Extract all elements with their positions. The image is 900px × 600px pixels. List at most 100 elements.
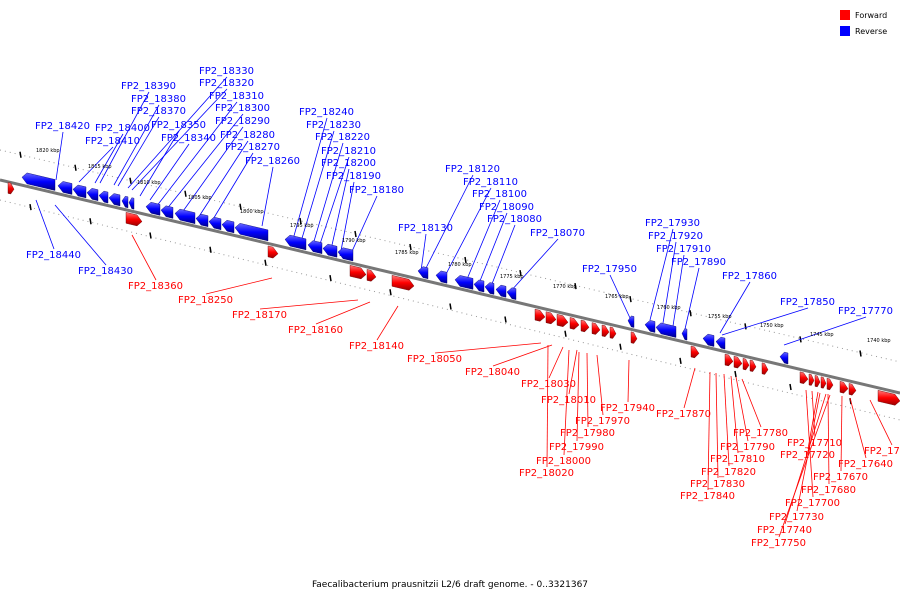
forward-gene-arrow [601, 324, 610, 337]
forward-gene-arrow [826, 377, 834, 391]
label-leader-lines [35, 76, 893, 538]
gene-label: FP2_17810 [710, 454, 765, 465]
leader-line [609, 274, 631, 319]
leader-line [99, 91, 150, 184]
upper-tick [689, 310, 692, 317]
gene-label: FP2_17780 [733, 428, 788, 439]
gene-arrows [7, 172, 900, 406]
kbp-label: 1765 kbp [605, 294, 629, 300]
gene-label: FP2_17910 [656, 244, 711, 255]
kbp-label: 1745 kbp [810, 332, 834, 338]
kbp-label: 1820 kbp [36, 148, 60, 154]
leader-line [420, 233, 427, 272]
leader-line [205, 277, 273, 295]
leader-line [805, 389, 814, 498]
kbp-label: 1815 kbp [88, 164, 112, 170]
forward-gene-arrow [808, 373, 815, 386]
gene-label: FP2_17850 [780, 297, 835, 308]
leader-line [54, 204, 107, 266]
lower-tick [329, 274, 332, 282]
leader-line [423, 174, 474, 273]
reverse-gene-arrow [473, 279, 485, 293]
leader-line [783, 316, 867, 346]
reverse-gene-arrow [221, 219, 235, 234]
leader-line [197, 140, 249, 219]
kbp-label: 1750 kbp [760, 323, 784, 329]
leader-line [684, 267, 700, 330]
gene-label: FP2_18340 [161, 133, 216, 144]
forward-gene-arrow [814, 375, 821, 388]
leader-line [149, 143, 190, 201]
gene-label: FP2_18390 [121, 81, 176, 92]
gene-label: FP2_18370 [131, 106, 186, 117]
gene-label: FP2_18300 [215, 103, 270, 114]
leader-line [444, 187, 492, 277]
leader-line [315, 301, 371, 325]
gene-label: FP2_18100 [472, 189, 527, 200]
gene-label: FP2_17640 [838, 459, 893, 470]
kbp-label: 1785 kbp [395, 250, 419, 256]
gene-label: FP2_18350 [151, 120, 206, 131]
gene-label: FP2_18040 [465, 367, 520, 378]
gene-label: FP2_17730 [769, 512, 824, 523]
gene-label: FP2_18220 [315, 132, 370, 143]
reverse-gene-arrow [435, 270, 448, 284]
leader-line [329, 168, 350, 255]
lower-tick [504, 316, 507, 323]
gene-label: FP2_18210 [321, 146, 376, 157]
leader-line [627, 359, 630, 403]
leader-line [596, 354, 604, 416]
leader-line [827, 393, 830, 485]
reverse-gene-arrow [145, 201, 161, 216]
gene-label: FP2_18380 [131, 94, 186, 105]
legend-swatch-reverse [840, 26, 850, 36]
reverse-gene-arrow [284, 234, 307, 251]
leader-line [317, 156, 350, 251]
gene-label: FP2_17820 [701, 467, 756, 478]
leader-line [299, 130, 335, 246]
leader-line [211, 152, 254, 222]
gene-label: FP2_18430 [78, 266, 133, 277]
forward-gene-arrow [749, 359, 757, 372]
gene-label: FP2_18030 [521, 379, 576, 390]
lower-tick [29, 203, 32, 211]
leader-line [311, 142, 344, 249]
kbp-label: 1780 kbp [448, 262, 472, 268]
gene-label: FP2_17990 [549, 442, 604, 453]
reverse-gene-arrow [128, 197, 135, 210]
gene-label: FP2_18410 [85, 136, 140, 147]
upper-tick [519, 269, 522, 277]
forward-gene-arrow [580, 319, 590, 333]
forward-gene-arrow [630, 331, 638, 344]
upper-tick [74, 164, 77, 171]
upper-tick [574, 282, 577, 290]
leader-line [546, 344, 549, 468]
leader-line [291, 117, 328, 244]
gene-label: FP2_18200 [321, 158, 376, 169]
kbp-label: 1760 kbp [657, 305, 681, 311]
legend-swatch-forward [840, 10, 850, 20]
gene-label: FP2_17630 [864, 446, 900, 457]
reverse-gene-arrow [715, 336, 726, 350]
kbp-labels: 1820 kbp 1815 kbp 1810 kbp 1805 kbp 1800 kbp… [36, 148, 891, 344]
gene-label: FP2_18440 [26, 250, 81, 261]
gene-label: FP2_17770 [838, 306, 893, 317]
reverse-gene-arrow [322, 243, 338, 258]
leader-line [464, 199, 501, 285]
forward-gene-arrow [391, 275, 415, 291]
legend: Forward Reverse [840, 10, 887, 36]
reverse-gene-arrow [337, 247, 354, 262]
leader-line [715, 372, 719, 479]
upper-tick [19, 151, 22, 158]
reverse-gene-arrow [121, 195, 129, 209]
gene-label: FP2_18090 [479, 202, 534, 213]
leader-line [180, 126, 244, 215]
leader-line [840, 395, 843, 472]
gene-label: FP2_17710 [787, 438, 842, 449]
upper-tick [464, 256, 467, 264]
gene-label: FP2_17940 [600, 403, 655, 414]
leader-line [586, 352, 589, 428]
leader-line [78, 146, 114, 183]
lower-tick [679, 357, 682, 365]
